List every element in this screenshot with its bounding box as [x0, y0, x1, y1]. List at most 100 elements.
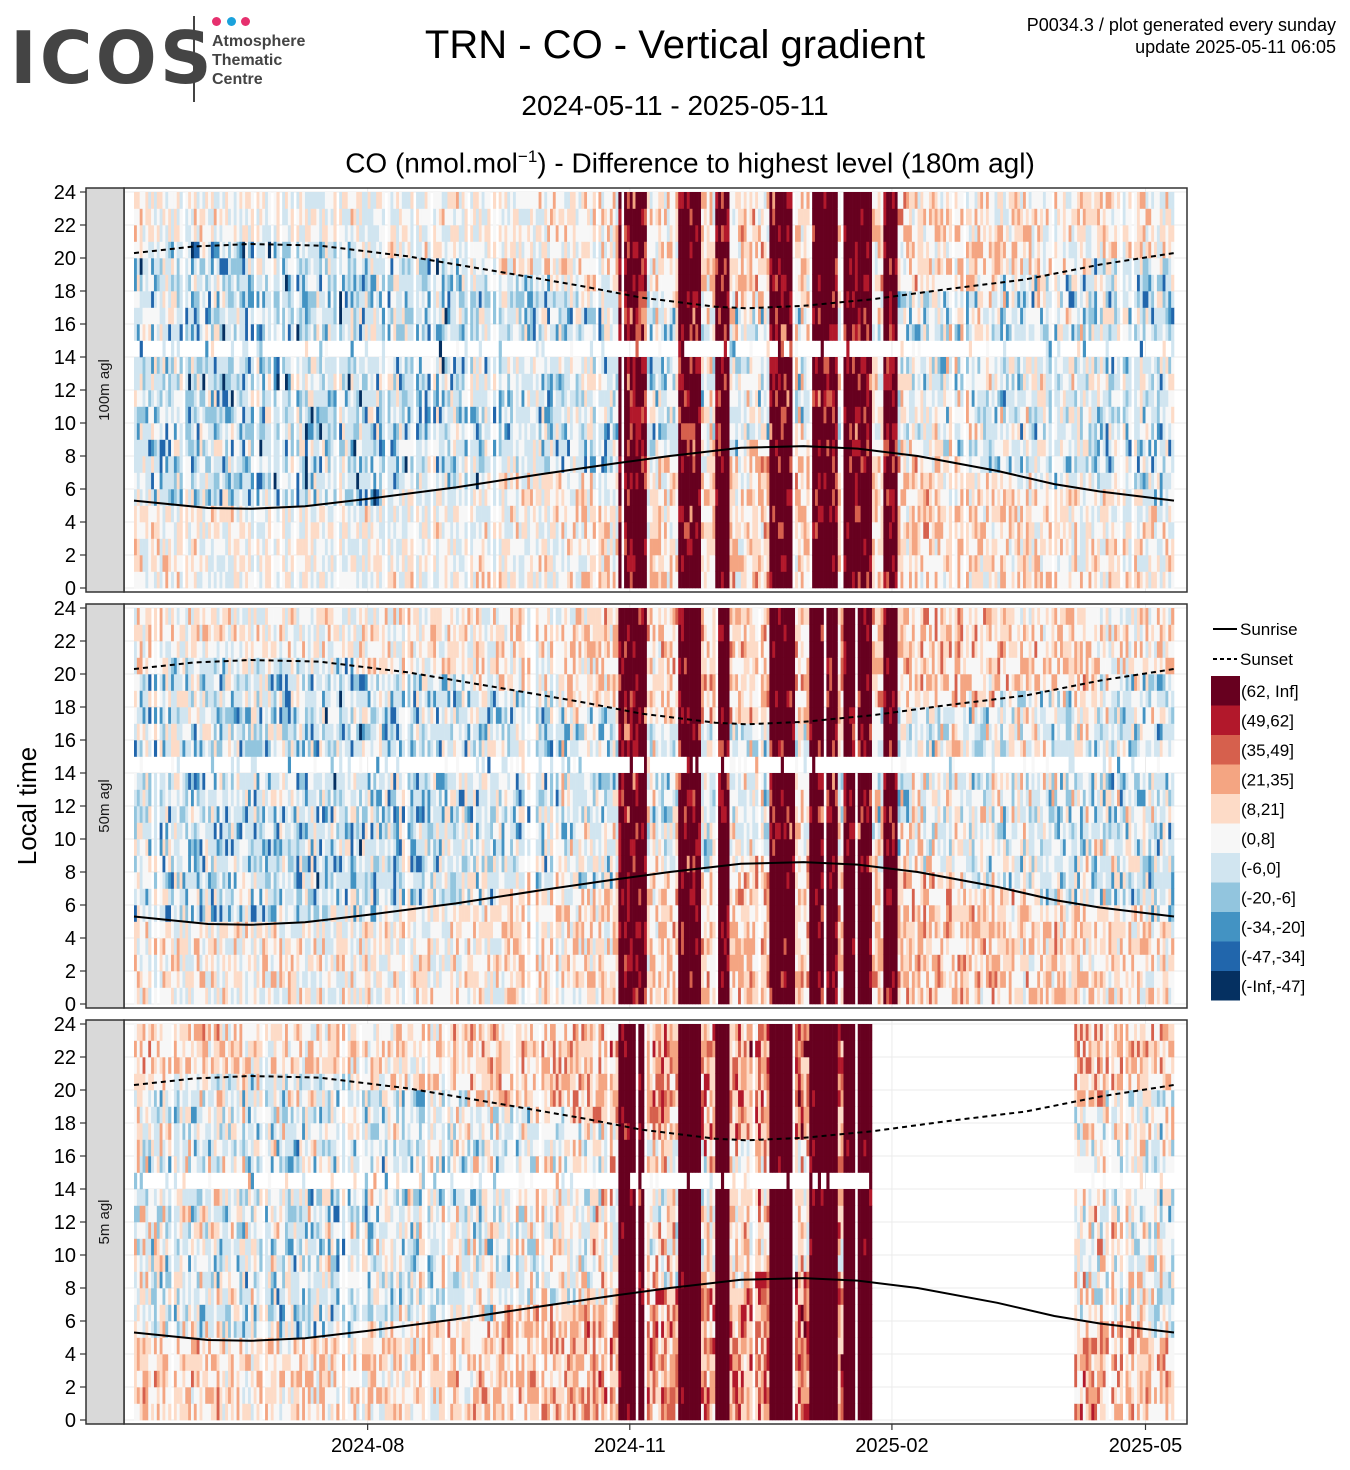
heatmap-cell	[601, 439, 605, 457]
heatmap-cell	[712, 522, 716, 539]
heatmap-cell	[758, 406, 762, 424]
heatmap-cell	[242, 406, 246, 424]
heatmap-cell	[398, 439, 403, 457]
heatmap-cell	[524, 555, 528, 572]
heatmap-cell	[735, 390, 739, 407]
heatmap-cell	[145, 439, 149, 457]
heatmap-cell	[738, 307, 742, 325]
heatmap-cell	[487, 456, 491, 473]
heatmap-cell	[273, 307, 277, 325]
heatmap-cell	[678, 274, 682, 292]
heatmap-cell	[316, 324, 320, 341]
heatmap-cell	[541, 489, 545, 506]
heatmap-cell	[658, 489, 662, 506]
heatmap-cell	[473, 258, 477, 275]
heatmap-cell	[538, 439, 542, 457]
heatmap-cell	[273, 357, 277, 374]
heatmap-cell	[766, 571, 770, 589]
heatmap-cell	[333, 439, 337, 457]
heatmap-cell	[581, 225, 585, 242]
heatmap-cell	[601, 324, 605, 341]
heatmap-cell	[606, 258, 611, 275]
heatmap-cell	[612, 571, 616, 589]
heatmap-cell	[404, 439, 408, 457]
heatmap-cell	[592, 225, 596, 242]
heatmap-cell	[521, 241, 525, 259]
heatmap-cell	[213, 505, 217, 523]
heatmap-cell	[219, 571, 223, 589]
heatmap-cell	[359, 489, 363, 506]
heatmap-cell	[701, 357, 705, 374]
heatmap-cell	[587, 390, 591, 407]
heatmap-cell	[171, 489, 175, 506]
heatmap-cell	[225, 357, 229, 374]
heatmap-cell	[755, 505, 759, 523]
heatmap-cell	[675, 505, 679, 523]
heatmap-cell	[572, 555, 576, 572]
heatmap-cell	[453, 538, 457, 556]
heatmap-cell	[242, 456, 246, 473]
heatmap-cell	[222, 406, 226, 424]
heatmap-cell	[618, 538, 622, 556]
heatmap-cell	[245, 324, 249, 341]
heatmap-cell	[720, 571, 725, 589]
heatmap-cell	[262, 456, 266, 473]
heatmap-cell	[592, 489, 596, 506]
heatmap-cell	[330, 225, 334, 242]
heatmap-cell	[743, 258, 747, 275]
heatmap-cell	[530, 307, 534, 325]
heatmap-cell	[626, 225, 631, 242]
heatmap-cell	[225, 456, 229, 473]
heatmap-cell	[638, 456, 642, 473]
heatmap-cell	[396, 357, 400, 374]
heatmap-cell	[766, 357, 770, 374]
heatmap-cell	[404, 555, 408, 572]
heatmap-cell	[766, 555, 770, 572]
heatmap-cell	[327, 538, 331, 556]
heatmap-cell	[515, 406, 519, 424]
heatmap-cell	[606, 192, 611, 209]
heatmap-cell	[162, 192, 166, 209]
heatmap-cell	[689, 472, 693, 490]
heatmap-cell	[427, 291, 431, 308]
heatmap-cell	[330, 390, 334, 407]
heatmap-cell	[134, 489, 138, 506]
heatmap-cell	[250, 258, 254, 275]
heatmap-cell	[729, 192, 733, 209]
heatmap-cell	[387, 522, 391, 539]
heatmap-cell	[376, 505, 380, 523]
heatmap-cell	[692, 489, 696, 506]
heatmap-cell	[683, 522, 688, 539]
heatmap-cell	[512, 406, 517, 424]
heatmap-cell	[478, 406, 482, 424]
heatmap-cell	[530, 439, 534, 457]
heatmap-cell	[475, 208, 480, 226]
heatmap-cell	[151, 274, 155, 292]
heatmap-cell	[418, 307, 423, 325]
heatmap-cell	[552, 555, 556, 572]
heatmap-cell	[487, 522, 491, 539]
heatmap-cell	[364, 456, 368, 473]
heatmap-cell	[569, 192, 574, 209]
heatmap-cell	[239, 555, 243, 572]
heatmap-cell	[310, 489, 314, 506]
heatmap-cell	[547, 522, 551, 539]
heatmap-cell	[641, 307, 645, 325]
heatmap-cell	[219, 357, 223, 374]
heatmap-cell	[438, 357, 443, 374]
heatmap-cell	[538, 192, 542, 209]
heatmap-cell	[447, 472, 451, 490]
heatmap-cell	[632, 208, 636, 226]
heatmap-cell	[342, 456, 346, 473]
heatmap-cell	[179, 241, 183, 259]
heatmap-cell	[541, 241, 545, 259]
heatmap-cell	[273, 274, 277, 292]
heatmap-cell	[228, 406, 232, 424]
heatmap-cell	[475, 390, 480, 407]
heatmap-cell	[176, 456, 180, 473]
heatmap-cell	[470, 274, 474, 292]
heatmap-cell	[652, 555, 656, 572]
heatmap-cell	[584, 555, 588, 572]
heatmap-cell	[290, 208, 294, 226]
heatmap-cell	[589, 571, 594, 589]
